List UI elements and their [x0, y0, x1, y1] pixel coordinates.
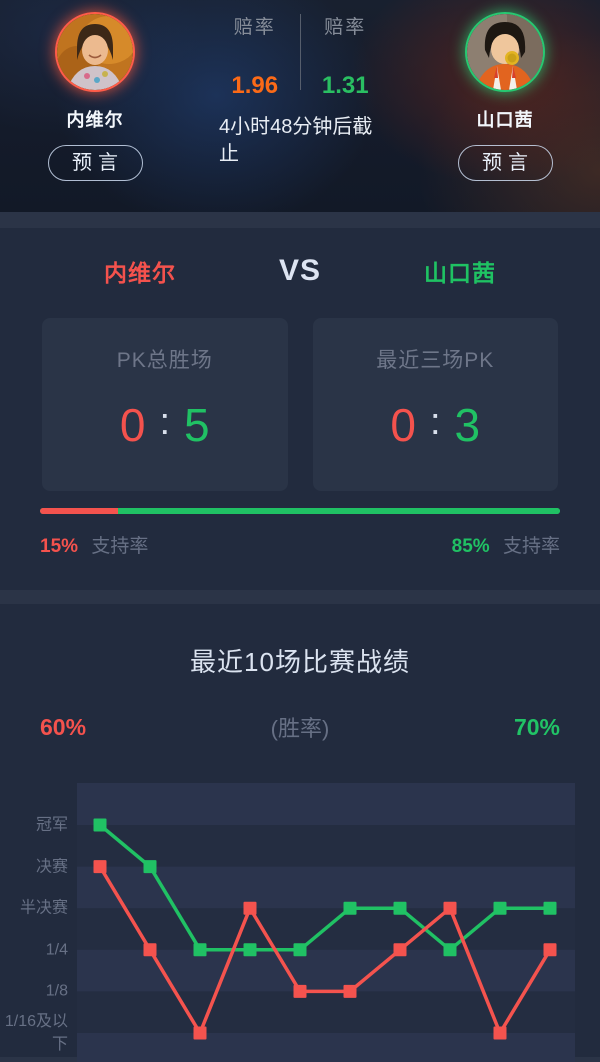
- left-odds-cell: 赔率 1.96: [210, 12, 300, 100]
- level-label: 决赛: [35, 858, 68, 876]
- left-odds-label: 赔率: [233, 17, 276, 38]
- support-bar-right: [118, 508, 560, 514]
- pk-recent-title: 最近三场PK: [376, 349, 495, 372]
- support-right-label: 支持率: [502, 536, 560, 557]
- left-win-rate: 60%: [40, 713, 87, 740]
- left-predict-button[interactable]: 预言: [47, 145, 143, 181]
- support-right-pct: 85%: [451, 536, 490, 557]
- versus-section: 内维尔 VS 山口茜 PK总胜场 0 : 5 最近三场PK 0 : 3 15%: [0, 228, 600, 590]
- vs-label: VS: [278, 254, 322, 287]
- support-rate-row: 15% 支持率 85% 支持率: [0, 531, 600, 558]
- recent-results-section: 最近10场比赛战绩 60% (胜率) 70% 冠军决赛半决赛 1/4 1/8 1/16…: [0, 604, 600, 1062]
- score-colon: :: [429, 400, 441, 443]
- deadline-text: 4小时48分钟后截止: [219, 116, 373, 165]
- pk-total-left-score: 0: [119, 399, 146, 451]
- chart-title: 最近10场比赛战绩: [190, 647, 410, 677]
- right-player-panel: 山口茜 预言: [410, 0, 600, 212]
- section-divider: [0, 590, 600, 604]
- support-left-label: 支持率: [91, 536, 149, 557]
- section-divider: [0, 212, 600, 228]
- match-header: 内维尔 预言 赔率 1.96 赔率 1.31 4小时48分钟后截止: [0, 0, 600, 212]
- support-bar-left: [40, 508, 118, 514]
- versus-title-row: 内维尔 VS 山口茜: [0, 228, 600, 288]
- right-player-photo: [467, 14, 543, 90]
- support-right: 85% 支持率: [452, 531, 560, 558]
- versus-left-name: 内维尔: [104, 260, 176, 286]
- left-player-avatar: [57, 14, 133, 90]
- win-rate-row: 60% (胜率) 70%: [0, 711, 600, 743]
- left-player-name: 内维尔: [66, 110, 124, 130]
- level-label: 冠军: [35, 816, 68, 834]
- right-win-rate: 70%: [513, 713, 560, 740]
- odds-row: 赔率 1.96 赔率 1.31: [210, 12, 390, 100]
- support-rate-bar: [40, 508, 560, 514]
- left-odds-value: 1.96: [231, 72, 279, 99]
- level-label: 1/8: [45, 982, 68, 1000]
- pk-recent-card: 最近三场PK 0 : 3: [312, 318, 558, 491]
- pk-total-score: 0 : 5: [120, 398, 210, 452]
- pk-recent-right-score: 3: [454, 399, 481, 451]
- pk-recent-score: 0 : 3: [390, 398, 480, 452]
- right-odds-label: 赔率: [324, 17, 367, 38]
- support-left: 15% 支持率: [40, 531, 148, 558]
- support-left-pct: 15%: [40, 536, 79, 557]
- right-odds-value: 1.31: [321, 72, 369, 99]
- pk-total-right-score: 5: [184, 399, 210, 451]
- odds-divider: [299, 14, 301, 90]
- win-rate-caption: (胜率): [270, 716, 330, 741]
- left-player-panel: 内维尔 预言: [0, 0, 190, 212]
- pk-recent-left-score: 0: [390, 399, 416, 451]
- right-player-name: 山口茜: [476, 110, 534, 130]
- right-odds-cell: 赔率 1.31: [301, 12, 391, 100]
- y-axis-labels: 冠军决赛半决赛 1/4 1/8 1/16及以下: [0, 783, 68, 1062]
- pk-total-title: PK总胜场: [116, 349, 213, 372]
- right-player-avatar: [467, 14, 543, 90]
- level-label: 半决赛: [19, 899, 68, 917]
- versus-right-name: 山口茜: [424, 260, 496, 286]
- odds-panel: 赔率 1.96 赔率 1.31 4小时48分钟后截止: [190, 0, 410, 212]
- pk-cards-row: PK总胜场 0 : 5 最近三场PK 0 : 3: [0, 318, 600, 491]
- trend-chart: 冠军决赛半决赛 1/4 1/8 1/16及以下: [0, 783, 600, 1062]
- score-colon: :: [159, 400, 171, 443]
- left-player-photo: [57, 14, 133, 90]
- level-label: 1/16及以下: [4, 1013, 68, 1053]
- right-predict-button[interactable]: 预言: [457, 145, 553, 181]
- level-label: 1/4: [45, 941, 68, 959]
- pk-total-card: PK总胜场 0 : 5: [42, 318, 288, 491]
- trend-chart-svg: [77, 783, 575, 1062]
